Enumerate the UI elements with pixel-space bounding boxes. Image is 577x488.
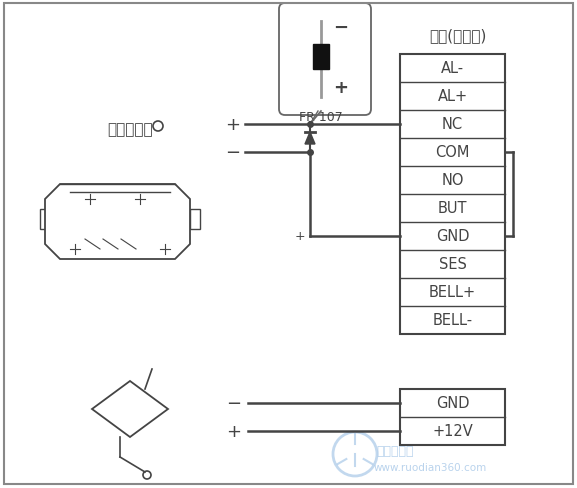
Text: NO: NO [441, 173, 464, 188]
Text: COM: COM [435, 145, 470, 160]
Text: NC: NC [442, 117, 463, 132]
Bar [80, 209, 160, 235]
Bar [313, 45, 329, 70]
Text: −: − [226, 394, 242, 412]
Text: AL+: AL+ [437, 89, 467, 104]
Text: 主机(门禁机): 主机(门禁机) [429, 28, 486, 43]
FancyBboxPatch shape [279, 4, 371, 116]
Text: www.ruodian360.com: www.ruodian360.com [373, 462, 486, 472]
Text: +12V: +12V [432, 424, 473, 439]
Text: −: − [334, 19, 349, 37]
Bar [400, 389, 505, 445]
Polygon shape [305, 133, 315, 145]
Text: −: − [226, 143, 241, 162]
Text: SES: SES [439, 257, 466, 272]
Polygon shape [45, 184, 190, 260]
Text: 让电智能网: 让电智能网 [376, 445, 414, 458]
Bar [40, 209, 48, 229]
Text: +: + [334, 79, 349, 97]
Polygon shape [92, 381, 168, 437]
Text: GND: GND [436, 229, 469, 244]
Text: 通电常闭锁: 通电常闭锁 [107, 122, 153, 137]
Text: +: + [295, 230, 305, 243]
Bar [400, 55, 505, 334]
Text: GND: GND [436, 396, 469, 411]
Text: AL-: AL- [441, 61, 464, 76]
Text: FR 107: FR 107 [299, 111, 343, 124]
Text: BELL+: BELL+ [429, 285, 476, 300]
Text: +: + [226, 116, 241, 134]
Bar [190, 209, 200, 229]
Text: BUT: BUT [438, 201, 467, 216]
Text: BELL-: BELL- [432, 313, 473, 328]
Text: +: + [227, 422, 242, 440]
